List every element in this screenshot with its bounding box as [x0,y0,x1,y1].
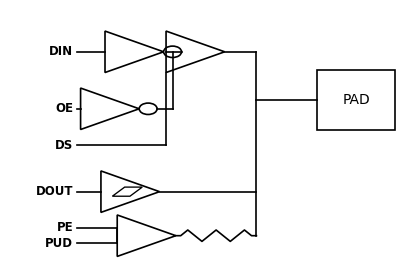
Text: DOUT: DOUT [36,185,73,198]
Text: PAD: PAD [342,93,370,107]
Text: PE: PE [57,221,73,234]
Text: DIN: DIN [49,45,73,58]
Text: DS: DS [55,139,73,152]
Text: OE: OE [55,102,73,115]
Text: PUD: PUD [45,237,73,250]
